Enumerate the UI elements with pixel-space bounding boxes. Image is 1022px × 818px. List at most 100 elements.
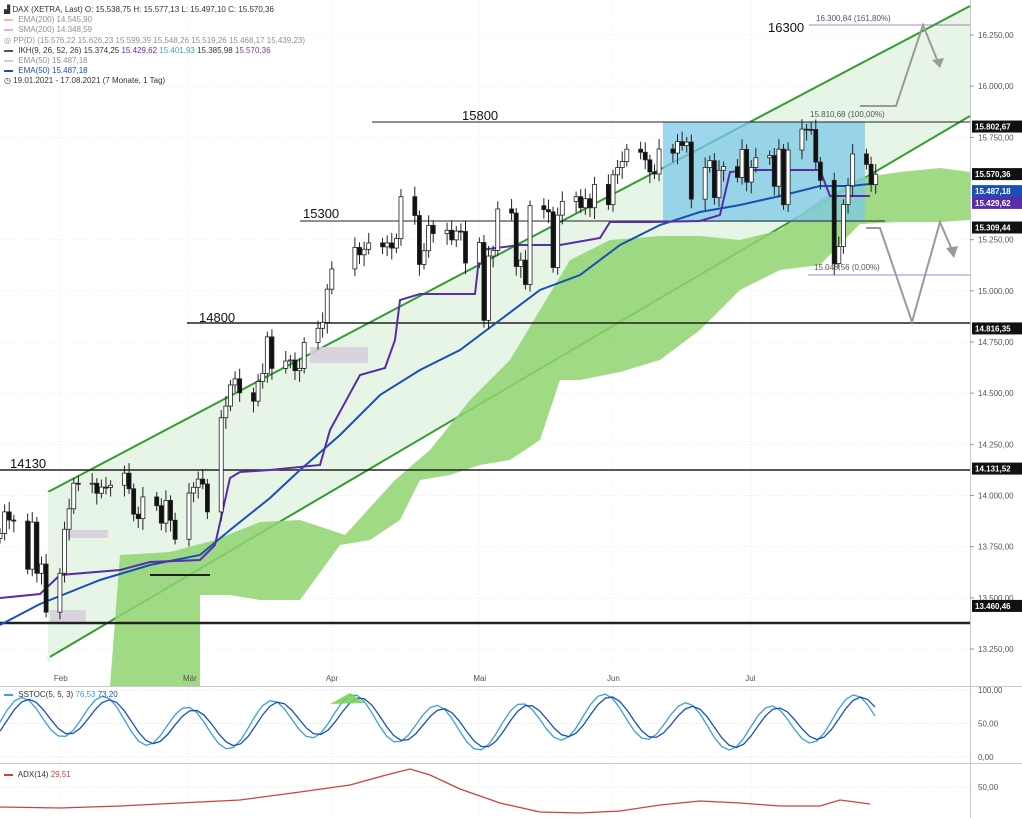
candle-up xyxy=(841,204,846,248)
month-label: Jun xyxy=(607,674,620,683)
ikh-label: IKH(9, 26, 52, 26) xyxy=(18,45,82,55)
candle-down xyxy=(481,242,487,321)
stoch-tick-label: 50,00 xyxy=(978,720,999,729)
price-tag-label: 15.309,44 xyxy=(975,224,1011,233)
candle-down xyxy=(412,196,418,216)
candle-up xyxy=(57,572,63,613)
candle-up xyxy=(228,384,233,407)
candle-up xyxy=(329,268,335,290)
candle-down xyxy=(642,151,648,161)
candle-down xyxy=(458,230,464,233)
candle-down xyxy=(578,196,584,209)
period-note: (7 Monate, 1 Tag) xyxy=(102,76,166,86)
adx-line xyxy=(0,768,871,814)
y-tick-label: 13.500,00 xyxy=(978,594,1014,603)
candle-up xyxy=(615,167,620,176)
legend-ema50: EMA(50) 15.487,18 xyxy=(4,66,305,76)
candlesticks xyxy=(0,119,879,620)
candle-up xyxy=(301,342,307,369)
y-tick-label: 13.250,00 xyxy=(978,645,1014,654)
candle-down xyxy=(711,160,717,198)
candle-up xyxy=(324,288,330,323)
candle-up xyxy=(721,166,727,171)
candle-down xyxy=(25,520,31,570)
price-tag xyxy=(972,196,1022,209)
candle-down xyxy=(200,478,206,485)
stoch-tick-label: 100,00 xyxy=(978,686,1003,695)
ema50-line xyxy=(0,183,871,626)
candle-down xyxy=(463,231,468,264)
candle-up xyxy=(140,496,146,520)
candle-up xyxy=(352,247,358,270)
legend-title-row: ▟ DAX (XETRA, Last) O: 15.538,75 H: 15.5… xyxy=(4,5,305,15)
price-tag-label: 14.816,35 xyxy=(975,324,1011,333)
candle-up xyxy=(559,200,565,216)
candle-up xyxy=(624,148,630,162)
candle-up xyxy=(748,167,754,183)
candle-down xyxy=(292,359,298,372)
ghost-bar xyxy=(310,347,368,363)
candle-up xyxy=(398,196,404,240)
sma200-swatch xyxy=(4,29,13,32)
candle-up xyxy=(421,250,427,265)
label-16300: 16300 xyxy=(768,20,804,35)
candle-down xyxy=(430,224,436,234)
candle-down xyxy=(126,472,132,490)
scenario-arrows xyxy=(860,22,958,326)
candle-down xyxy=(380,242,385,248)
sma200-label: SMA(200) xyxy=(18,25,55,35)
price-axis: 16.250,00 16.000,00 15.750,00 15.250,00 15.0… xyxy=(970,31,1022,654)
candle-up xyxy=(785,149,791,206)
candle-up xyxy=(753,157,759,168)
candle-up xyxy=(98,486,104,494)
fib-label-100: 15.810,68 (100,00%) xyxy=(810,110,885,119)
ikh-swatch xyxy=(4,49,13,52)
candle-up xyxy=(610,174,616,206)
candle-up xyxy=(426,224,432,252)
ikh-value-5: 15.570,36 xyxy=(234,45,271,55)
candle-down xyxy=(647,159,653,173)
label-14800: 14800 xyxy=(199,310,235,325)
adx-value: 29,51 xyxy=(50,770,71,779)
candle-down xyxy=(817,161,823,181)
month-label: Apr xyxy=(326,674,339,683)
sstoc-value-2: 73,20 xyxy=(97,690,118,699)
candle-up xyxy=(582,198,588,209)
candle-up xyxy=(393,238,399,249)
range-box xyxy=(663,122,865,222)
candle-up xyxy=(836,246,842,265)
candle-down xyxy=(43,563,49,613)
candle-up xyxy=(71,482,77,510)
y-tick-label: 15.750,00 xyxy=(978,133,1014,142)
arrowhead-icon xyxy=(932,58,944,68)
candle-up xyxy=(527,205,533,285)
legend-sma200: SMA(200) 14.348,59 xyxy=(4,25,305,35)
candle-down xyxy=(652,171,657,175)
candle-up xyxy=(186,492,192,540)
candle-down xyxy=(744,149,750,183)
candle-up xyxy=(255,381,261,402)
candle-down xyxy=(605,184,611,206)
candle-down xyxy=(735,166,740,178)
candle-down xyxy=(831,179,837,265)
ema50-faint-value: 15.487,18 xyxy=(52,56,88,66)
candle-up xyxy=(0,532,3,539)
period-range: 19.01.2021 - 17.08.2021 xyxy=(13,76,101,86)
candle-up xyxy=(619,161,625,169)
y-tick-label: 14.500,00 xyxy=(978,389,1014,398)
pivot-icon: ◎ xyxy=(4,35,11,45)
candle-down xyxy=(205,483,210,513)
time-axis: Feb Mär Apr Mai Jun Jul xyxy=(54,674,756,683)
candle-down xyxy=(75,482,81,485)
candle-up xyxy=(573,196,579,202)
instrument-title: DAX (XETRA, Last) xyxy=(12,5,83,14)
month-label: Jul xyxy=(745,674,755,683)
candle-down xyxy=(546,209,551,213)
month-label: Mär xyxy=(183,674,197,683)
chart-legend: ▟ DAX (XETRA, Last) O: 15.538,75 H: 15.5… xyxy=(4,5,305,87)
y-tick-label: 16.250,00 xyxy=(978,31,1014,40)
candle-down xyxy=(269,336,275,369)
candle-down xyxy=(131,488,137,515)
ichimoku-cloud xyxy=(110,168,970,686)
candle-up xyxy=(366,242,372,250)
